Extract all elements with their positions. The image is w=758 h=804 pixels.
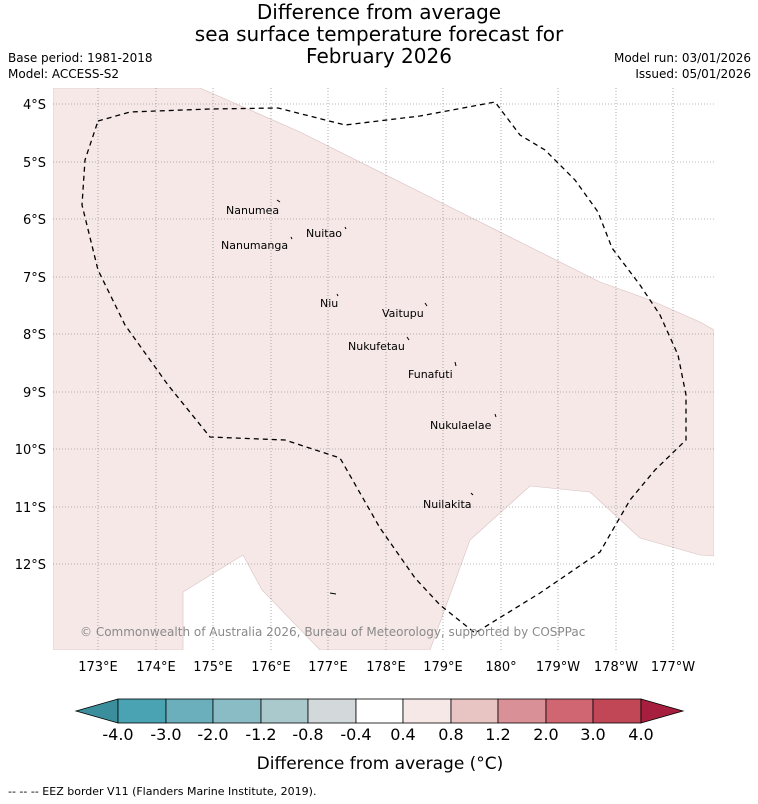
colorbar-tick: -4.0 xyxy=(102,725,133,744)
lat-label-12s: 12°S xyxy=(15,558,46,573)
title-line-3: February 2026 xyxy=(306,44,452,68)
island-marker xyxy=(290,236,293,240)
copyright-notice: © Commonwealth of Australia 2026, Bureau… xyxy=(80,625,585,639)
colorbar-tick: 3.0 xyxy=(580,725,605,744)
colorbar xyxy=(74,698,685,724)
island-label-vaitupu: Vaitupu xyxy=(382,307,424,320)
graticule xyxy=(53,88,714,650)
base-period: Base period: 1981-2018 xyxy=(8,51,153,65)
island-marker xyxy=(344,226,347,230)
colorbar-tick: 0.4 xyxy=(390,725,415,744)
island-marker xyxy=(336,293,339,297)
island-marker xyxy=(454,361,457,367)
colorbar-tick: -2.0 xyxy=(197,725,228,744)
colorbar-tick: -0.8 xyxy=(292,725,323,744)
lon-label-175e: 175°E xyxy=(193,660,233,675)
lat-label-10s: 10°S xyxy=(15,443,46,458)
colorbar-tick: -0.4 xyxy=(340,725,371,744)
lat-label-6s: 6°S xyxy=(23,213,46,228)
title-line-2: sea surface temperature forecast for xyxy=(194,22,564,46)
model-run: Model run: 03/01/2026 xyxy=(613,51,751,65)
lat-label-8s: 8°S xyxy=(23,328,46,343)
island-label-nukufetau: Nukufetau xyxy=(348,340,405,353)
island-marker xyxy=(276,199,281,203)
colorbar-segment xyxy=(497,698,547,724)
colorbar-segment xyxy=(307,698,357,724)
lat-label-4s: 4°S xyxy=(23,98,46,113)
colorbar-high-extension xyxy=(640,698,685,724)
eez-border xyxy=(81,101,687,634)
title-line-1: Difference from average xyxy=(256,0,502,24)
colorbar-low-extension xyxy=(74,698,119,724)
lon-label-177e: 177°E xyxy=(308,660,348,675)
lat-label-11s: 11°S xyxy=(15,501,46,516)
island-label-nuitao: Nuitao xyxy=(306,227,342,240)
lon-label-174e: 174°E xyxy=(136,660,176,675)
model-name: Model: ACCESS-S2 xyxy=(8,67,120,81)
colorbar-segment xyxy=(592,698,642,724)
island-marker xyxy=(470,492,474,496)
lat-label-9s: 9°S xyxy=(23,386,46,401)
colorbar-tick: 1.2 xyxy=(485,725,510,744)
colorbar-segment xyxy=(402,698,452,724)
island-marker xyxy=(406,336,410,341)
island-label-niu: Niu xyxy=(320,297,338,310)
colorbar-segment xyxy=(355,698,404,724)
lon-label-176e: 176°E xyxy=(251,660,291,675)
island-markers xyxy=(276,199,497,595)
colorbar-tick: 2.0 xyxy=(533,725,558,744)
anomaly-field xyxy=(53,88,714,650)
lat-label-7s: 7°S xyxy=(23,271,46,286)
issued-date: Issued: 05/01/2026 xyxy=(635,67,751,81)
colorbar-segment xyxy=(165,698,214,724)
lon-label-180: 180° xyxy=(485,660,516,675)
island-label-nuilakita: Nuilakita xyxy=(423,498,472,511)
colorbar-label: Difference from average (°C) xyxy=(257,754,504,774)
lon-label-179w: 179°W xyxy=(536,660,580,675)
eez-legend-note: -- -- -- EEZ border V11 (Flanders Marine… xyxy=(8,785,317,798)
colorbar-tick: -3.0 xyxy=(150,725,181,744)
island-label-nanumanga: Nanumanga xyxy=(221,239,288,252)
lon-label-173e: 173°E xyxy=(78,660,118,675)
colorbar-segment xyxy=(260,698,309,724)
anomaly-region xyxy=(53,88,714,650)
lon-label-178e: 178°E xyxy=(366,660,406,675)
colorbar-segment xyxy=(117,698,167,724)
colorbar-segment xyxy=(545,698,594,724)
lon-label-177w: 177°W xyxy=(651,660,695,675)
lat-label-5s: 5°S xyxy=(23,156,46,171)
island-marker xyxy=(329,592,337,595)
island-marker xyxy=(424,302,428,307)
lon-label-179e: 179°E xyxy=(423,660,463,675)
colorbar-tick: 0.8 xyxy=(438,725,463,744)
island-label-nanumea: Nanumea xyxy=(226,204,279,217)
colorbar-tick: 4.0 xyxy=(628,725,653,744)
colorbar-segment xyxy=(450,698,499,724)
island-label-nukulaelae: Nukulaelae xyxy=(430,419,492,432)
island-label-funafuti: Funafuti xyxy=(408,368,453,381)
colorbar-tick: -1.2 xyxy=(245,725,276,744)
island-marker xyxy=(494,413,497,418)
colorbar-segment xyxy=(212,698,262,724)
lon-label-178w: 178°W xyxy=(594,660,638,675)
